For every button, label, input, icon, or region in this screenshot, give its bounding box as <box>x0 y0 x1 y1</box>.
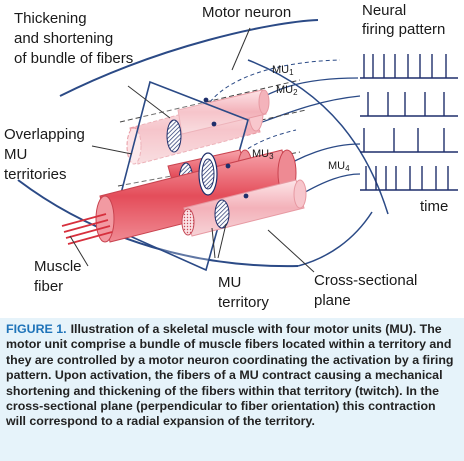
neuron-junctions <box>203 97 249 199</box>
fiber-bundle-mu4 <box>181 179 307 237</box>
muscle-outline-right <box>247 59 389 215</box>
label-thickening-1: Thickening <box>14 10 87 27</box>
label-neural-1: Neural <box>362 2 407 19</box>
label-mu1: MU1 <box>272 64 294 77</box>
label-cross-sectional-2: plane <box>314 292 351 309</box>
muscle-diagram <box>17 19 458 273</box>
axon-mu4 <box>299 173 361 196</box>
mu1-cross-section <box>166 119 182 153</box>
muscle-outline-top <box>59 19 319 97</box>
axon-mu2 <box>253 95 361 126</box>
label-mu4: MU4 <box>328 160 350 173</box>
label-mu3: MU3 <box>252 148 274 161</box>
caption-text: Illustration of a skeletal muscle with f… <box>6 322 454 429</box>
label-thickening-2: and shortening <box>14 30 114 47</box>
muscle-outline-bottom <box>17 179 299 268</box>
label-cross-sectional-1: Cross-sectional <box>314 272 418 289</box>
figure-number: FIGURE 1. <box>6 322 67 336</box>
label-time: time <box>420 198 449 215</box>
label-muscle-fiber-1: Muscle <box>34 258 82 275</box>
muscle-fiber-strands <box>61 213 113 245</box>
label-thickening-3: of bundle of fibers <box>14 50 134 67</box>
figure-caption: FIGURE 1. Illustration of a skeletal musc… <box>6 322 458 430</box>
label-mu-territory-2: territory <box>218 294 269 311</box>
label-overlapping-1: Overlapping <box>4 126 85 143</box>
axon-dashed <box>209 59 341 103</box>
label-mu-territory-1: MU <box>218 274 242 291</box>
firing-patterns <box>360 54 458 191</box>
label-neural-2: firing pattern <box>362 21 446 38</box>
leader-lines <box>69 27 315 273</box>
muscle-outline-lower-right <box>297 211 373 267</box>
figure-area: Thickening and shortening of bundle of f… <box>0 0 464 318</box>
label-overlapping-2: MU <box>4 146 28 163</box>
label-muscle-fiber-2: fiber <box>34 278 64 295</box>
label-overlapping-3: territories <box>4 166 67 183</box>
fiber-bundle-mu2 <box>177 89 270 135</box>
label-mu2: MU2 <box>276 84 298 97</box>
label-motor-neuron: Motor neuron <box>202 4 292 21</box>
